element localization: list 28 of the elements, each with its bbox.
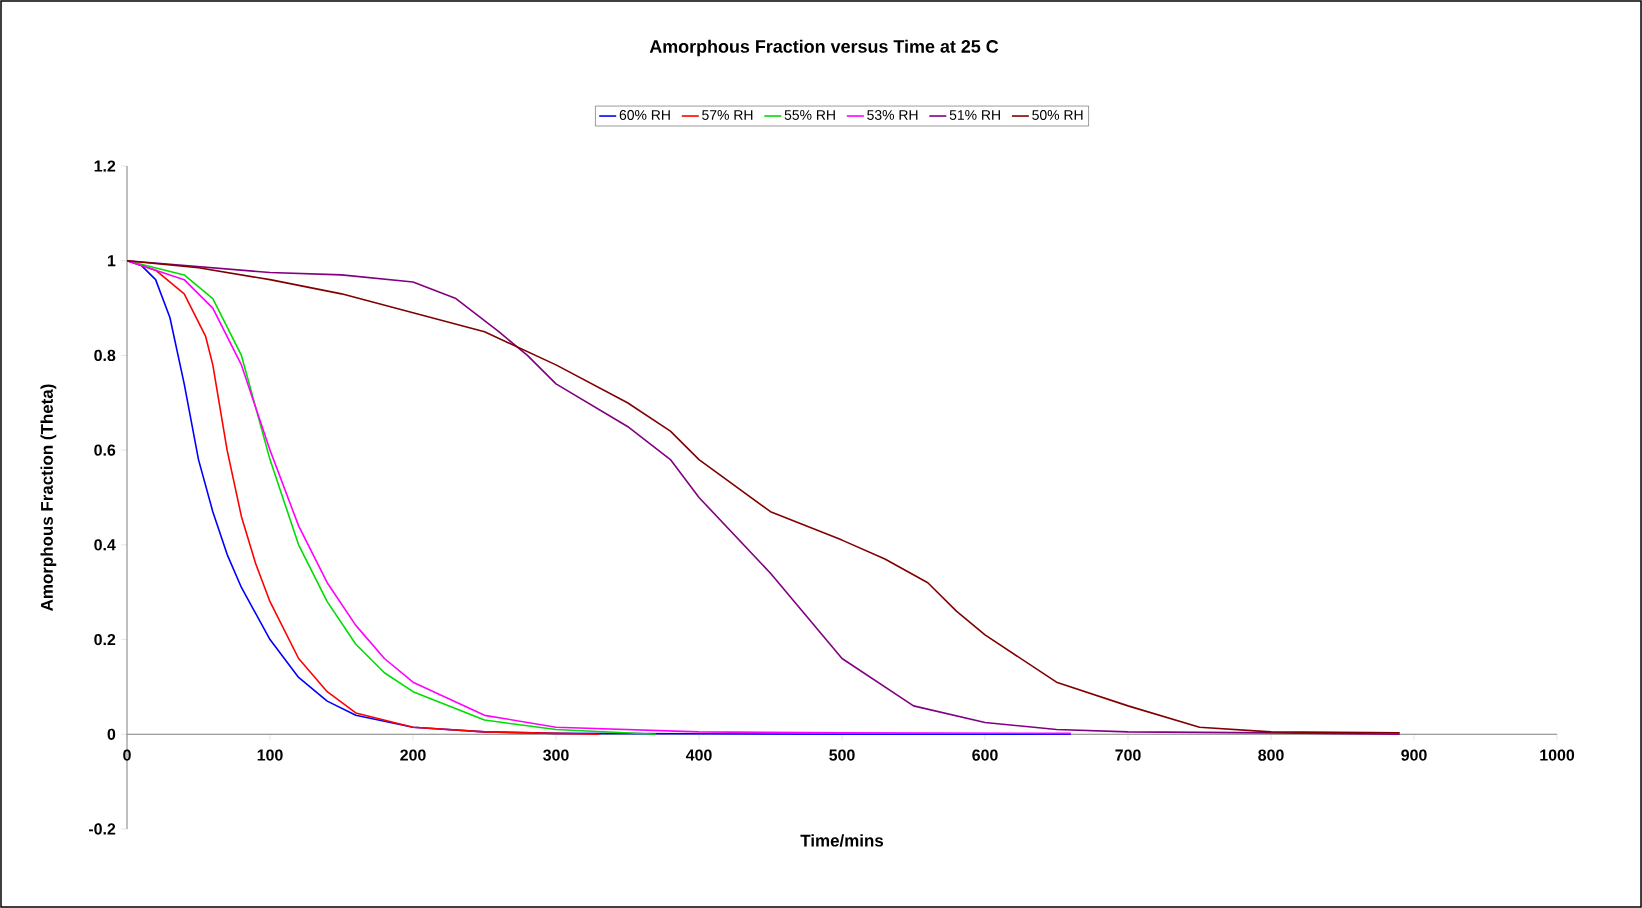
x-tick-label: 0 [123,749,131,761]
x-tick-label: 100 [257,749,283,761]
y-tick-label: 0.6 [94,444,116,456]
x-tick-label: 1000 [1540,749,1575,761]
legend-label: 51% RH [949,110,1000,120]
x-tick-label: 900 [1401,749,1427,761]
x-axis-title: Time/mins [800,834,884,847]
x-tick-label: 400 [685,749,712,761]
chart-title: Amorphous Fraction versus Time at 25 C [649,39,999,57]
y-tick-label: 1.2 [94,160,116,172]
legend-label: 60% RH [619,110,670,120]
legend-label: 55% RH [784,110,835,120]
y-tick-label: -0.2 [88,823,116,835]
legend-label: 50% RH [1032,110,1083,120]
legend-label: 57% RH [702,110,753,120]
x-tick-label: 700 [1115,749,1141,761]
y-tick-label: 0.4 [94,539,116,551]
y-tick-label: 0.8 [94,349,116,362]
x-tick-label: 600 [972,749,998,761]
x-tick-label: 200 [400,749,426,761]
x-tick-label: 800 [1258,749,1284,761]
y-tick-label: 1 [107,255,116,267]
x-tick-label: 500 [829,749,855,761]
x-tick-label: 300 [543,749,569,761]
y-axis-title: Amorphous Fraction (Theta) [40,384,57,611]
y-tick-label: 0.2 [94,633,116,646]
legend-label: 53% RH [867,110,918,120]
y-tick-label: 0 [107,728,116,740]
